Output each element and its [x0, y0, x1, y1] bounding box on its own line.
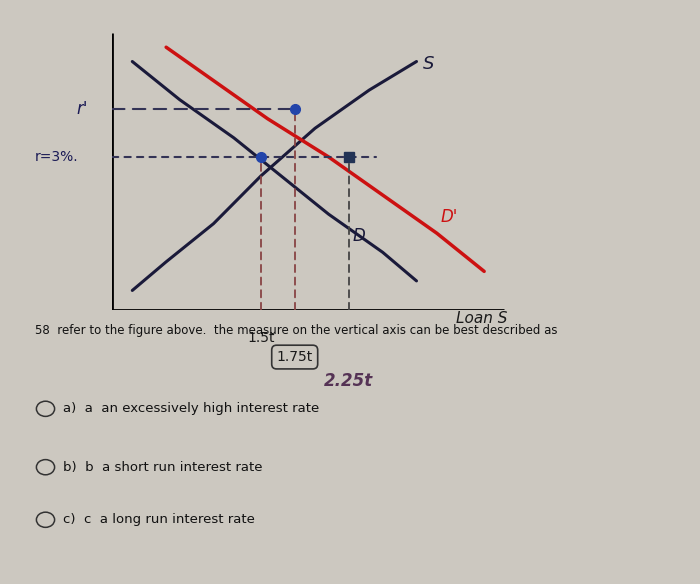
- Text: D: D: [352, 227, 365, 245]
- Text: 58  refer to the figure above.  the measure on the vertical axis can be best des: 58 refer to the figure above. the measur…: [35, 324, 557, 337]
- Text: c)  c  a long run interest rate: c) c a long run interest rate: [63, 513, 255, 526]
- Text: D': D': [440, 207, 458, 225]
- Text: b)  b  a short run interest rate: b) b a short run interest rate: [63, 461, 262, 474]
- Text: a)  a  an excessively high interest rate: a) a an excessively high interest rate: [63, 402, 319, 415]
- Text: 1.5t: 1.5t: [247, 331, 274, 345]
- Text: 1.75t: 1.75t: [276, 350, 313, 364]
- Text: S: S: [424, 55, 435, 73]
- Text: 2.25t: 2.25t: [324, 371, 374, 390]
- Text: r=3%.: r=3%.: [34, 150, 78, 164]
- Text: Loan S: Loan S: [456, 311, 508, 326]
- Text: r': r': [77, 100, 88, 118]
